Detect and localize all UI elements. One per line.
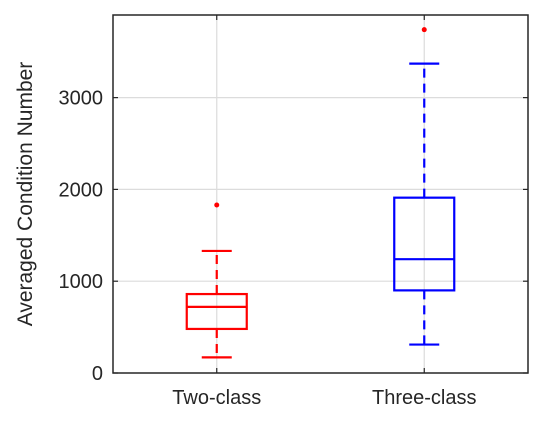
y-tick-label: 0 xyxy=(92,363,103,385)
x-tick-label: Three-class xyxy=(372,387,476,409)
outlier-point xyxy=(421,27,427,33)
box-group xyxy=(185,202,248,359)
axis-ticks: 0 1000 2000 3000 Two-class Three-class xyxy=(59,15,528,409)
iqr-box xyxy=(185,292,248,331)
box-group xyxy=(393,27,456,346)
iqr-box xyxy=(393,196,456,292)
y-tick-label: 2000 xyxy=(59,179,104,201)
x-tick-label: Two-class xyxy=(172,387,261,409)
y-tick-label: 3000 xyxy=(59,88,104,110)
plot-area-frame xyxy=(112,14,529,374)
y-tick-label: 1000 xyxy=(59,271,104,293)
boxes xyxy=(185,27,456,359)
outlier-point xyxy=(214,202,220,208)
y-axis-label: Averaged Condition Number xyxy=(14,62,37,327)
